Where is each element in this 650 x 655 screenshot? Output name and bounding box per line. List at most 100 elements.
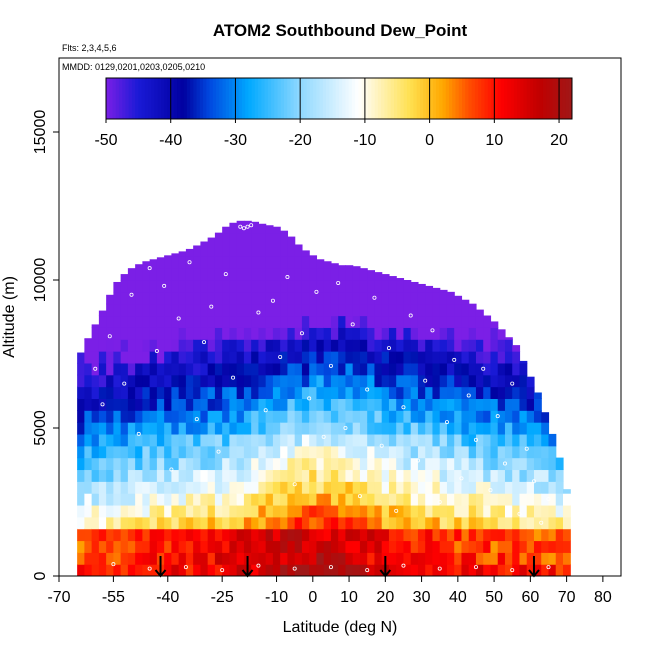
sample-point [444, 420, 449, 425]
sample-point [336, 280, 341, 285]
heatmap-cell [374, 280, 383, 293]
heatmap-cell [222, 327, 231, 340]
heatmap-cell [236, 374, 245, 388]
heatmap-cell [265, 528, 274, 542]
heatmap-cell [490, 552, 499, 565]
heatmap-cell [127, 516, 136, 530]
heatmap-cell [207, 493, 216, 506]
heatmap-cell [214, 422, 223, 435]
heatmap-cell [272, 422, 281, 435]
heatmap-cell [207, 469, 216, 482]
colorbar-swatch [355, 78, 359, 119]
heatmap-cell [164, 422, 172, 435]
heatmap-cell [127, 374, 136, 388]
heatmap-cell [84, 540, 93, 553]
heatmap-cell [381, 374, 390, 388]
heatmap-cell [287, 552, 296, 565]
sample-point [278, 354, 283, 359]
colorbar-swatch [358, 78, 363, 119]
heatmap-cell [301, 268, 310, 281]
heatmap-cell [135, 528, 143, 542]
heatmap-cell [548, 564, 557, 576]
heatmap-cell [316, 469, 325, 482]
heatmap-cell [156, 433, 165, 447]
heatmap-cell [91, 374, 100, 388]
heatmap-cell [84, 552, 93, 565]
heatmap-cell [483, 433, 492, 447]
heatmap-cell [193, 445, 201, 459]
heatmap-cell [425, 493, 434, 506]
colorbar-tick-label: -40 [159, 132, 182, 149]
heatmap-cell [316, 303, 325, 317]
heatmap-cell [280, 315, 289, 328]
heatmap-cell [359, 362, 368, 376]
heatmap-cell [251, 386, 260, 399]
heatmap-cell [555, 528, 564, 542]
heatmap-cell [280, 457, 289, 471]
heatmap-cell [309, 315, 318, 328]
heatmap-cell [367, 540, 376, 553]
heatmap-cell [330, 315, 339, 328]
heatmap-cell [475, 445, 484, 459]
heatmap-cell [156, 504, 165, 518]
heatmap-cell [120, 410, 129, 423]
colorbar-swatch [539, 78, 544, 119]
heatmap-cell [461, 315, 470, 328]
heatmap-cell [251, 291, 260, 305]
heatmap-cell [519, 398, 528, 411]
heatmap-cell [352, 327, 361, 340]
heatmap-cell [316, 516, 325, 530]
sample-point [111, 562, 116, 567]
heatmap-cell [468, 351, 477, 364]
heatmap-cell [135, 280, 143, 293]
heatmap-cell [345, 351, 354, 364]
heatmap-cell [345, 398, 354, 411]
heatmap-cell [98, 516, 107, 530]
heatmap-cell [178, 433, 187, 447]
heatmap-cell [432, 327, 441, 340]
heatmap-cell [338, 280, 347, 293]
heatmap-cell [519, 445, 528, 459]
heatmap-cell [193, 433, 201, 447]
heatmap-cell [229, 303, 238, 317]
heatmap-cell [236, 339, 245, 352]
heatmap-cell [439, 315, 448, 328]
heatmap-cell [127, 291, 136, 305]
heatmap-cell [461, 516, 470, 530]
heatmap-cell [135, 493, 143, 506]
heatmap-cell [417, 291, 426, 305]
heatmap-cell [91, 362, 100, 376]
heatmap-cell [519, 564, 528, 576]
heatmap-cell [120, 398, 129, 411]
heatmap-cell [200, 244, 209, 257]
heatmap-cell [251, 351, 260, 364]
sample-point [202, 340, 207, 345]
heatmap-cell [91, 493, 100, 506]
colorbar-swatch [500, 78, 505, 119]
heatmap-cell [243, 351, 252, 364]
heatmap-cell [265, 516, 274, 530]
heatmap-cell [323, 457, 332, 471]
heatmap-cell [258, 410, 267, 423]
heatmap-cell [410, 410, 419, 423]
heatmap-cell [367, 552, 376, 565]
heatmap-cell [562, 540, 571, 553]
heatmap-cell [497, 386, 506, 399]
heatmap-cell [410, 327, 419, 340]
heatmap-cell [120, 303, 129, 317]
heatmap-cell [309, 351, 318, 364]
heatmap-cell [475, 457, 484, 471]
heatmap-cell [403, 564, 412, 576]
heatmap-cell [461, 469, 470, 482]
heatmap-cell [504, 493, 513, 506]
heatmap-cell [193, 315, 201, 328]
heatmap-cell [84, 351, 93, 364]
heatmap-cell [84, 386, 93, 399]
heatmap-cell [541, 516, 550, 530]
sample-point [372, 295, 377, 300]
heatmap-cell [258, 469, 267, 482]
heatmap-cell [171, 410, 180, 423]
heatmap-cell [410, 481, 419, 494]
heatmap-cell [367, 280, 376, 293]
heatmap-cell [98, 481, 107, 494]
